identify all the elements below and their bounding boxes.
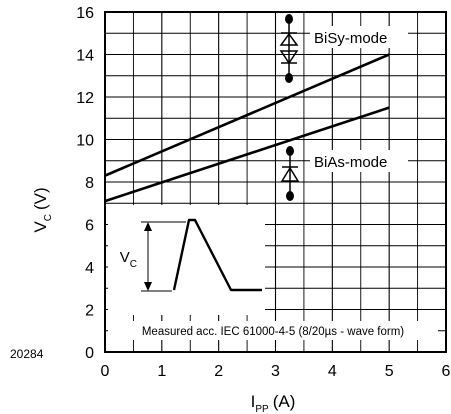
y-tick-label: 6 <box>85 218 94 235</box>
x-axis-label: IPP (A) <box>251 392 296 414</box>
inset-background <box>108 205 265 315</box>
series-line-bias <box>104 106 390 203</box>
series-lines <box>104 53 390 203</box>
waveform-inset: VC <box>120 218 262 292</box>
y-tick-label: 10 <box>76 133 94 150</box>
series-line-bisy <box>104 53 390 177</box>
bisy-label-box <box>310 26 408 48</box>
x-tick-label: 3 <box>271 363 280 380</box>
x-tick-label: 5 <box>385 363 394 380</box>
plot-border <box>104 11 447 353</box>
plot-frame <box>104 11 447 353</box>
y-tick-label: 8 <box>85 175 94 192</box>
bias-label-box <box>310 150 408 172</box>
y-tick-label: 0 <box>85 345 94 362</box>
x-tick-label: 6 <box>442 363 451 380</box>
bias-label: BiAs-mode <box>314 154 387 171</box>
waveform-vc-arrow-head-bottom <box>144 282 152 291</box>
figure-id: 20284 <box>10 347 44 361</box>
bias-diode-symbol <box>280 146 300 201</box>
y-tick-label: 16 <box>76 5 94 22</box>
x-tick-label: 0 <box>101 363 110 380</box>
measurement-note-box <box>108 321 438 340</box>
bisy-diode-symbol <box>279 14 299 83</box>
x-tick-label: 1 <box>157 363 166 380</box>
inset-vc-label: VC <box>120 249 137 270</box>
y-tick-label: 2 <box>85 303 94 320</box>
waveform-vc-arrow-head-top <box>144 222 152 231</box>
waveform-pulse-line <box>172 218 262 292</box>
x-tick-label: 2 <box>214 363 223 380</box>
measurement-note: Measured acc. IEC 61000-4-5 (8/20µs - wa… <box>142 326 404 338</box>
y-tick-label: 14 <box>76 48 94 65</box>
x-tick-label: 4 <box>328 363 337 380</box>
y-tick-label: 4 <box>85 260 94 277</box>
x-tick-labels: 0 1 2 3 4 5 6 <box>101 363 451 380</box>
y-axis-label: VC(V) <box>31 187 54 232</box>
y-tick-labels: 0 2 4 6 8 10 12 14 16 <box>76 5 94 362</box>
bisy-label: BiSy-mode <box>314 30 387 47</box>
y-tick-label: 12 <box>76 90 94 107</box>
